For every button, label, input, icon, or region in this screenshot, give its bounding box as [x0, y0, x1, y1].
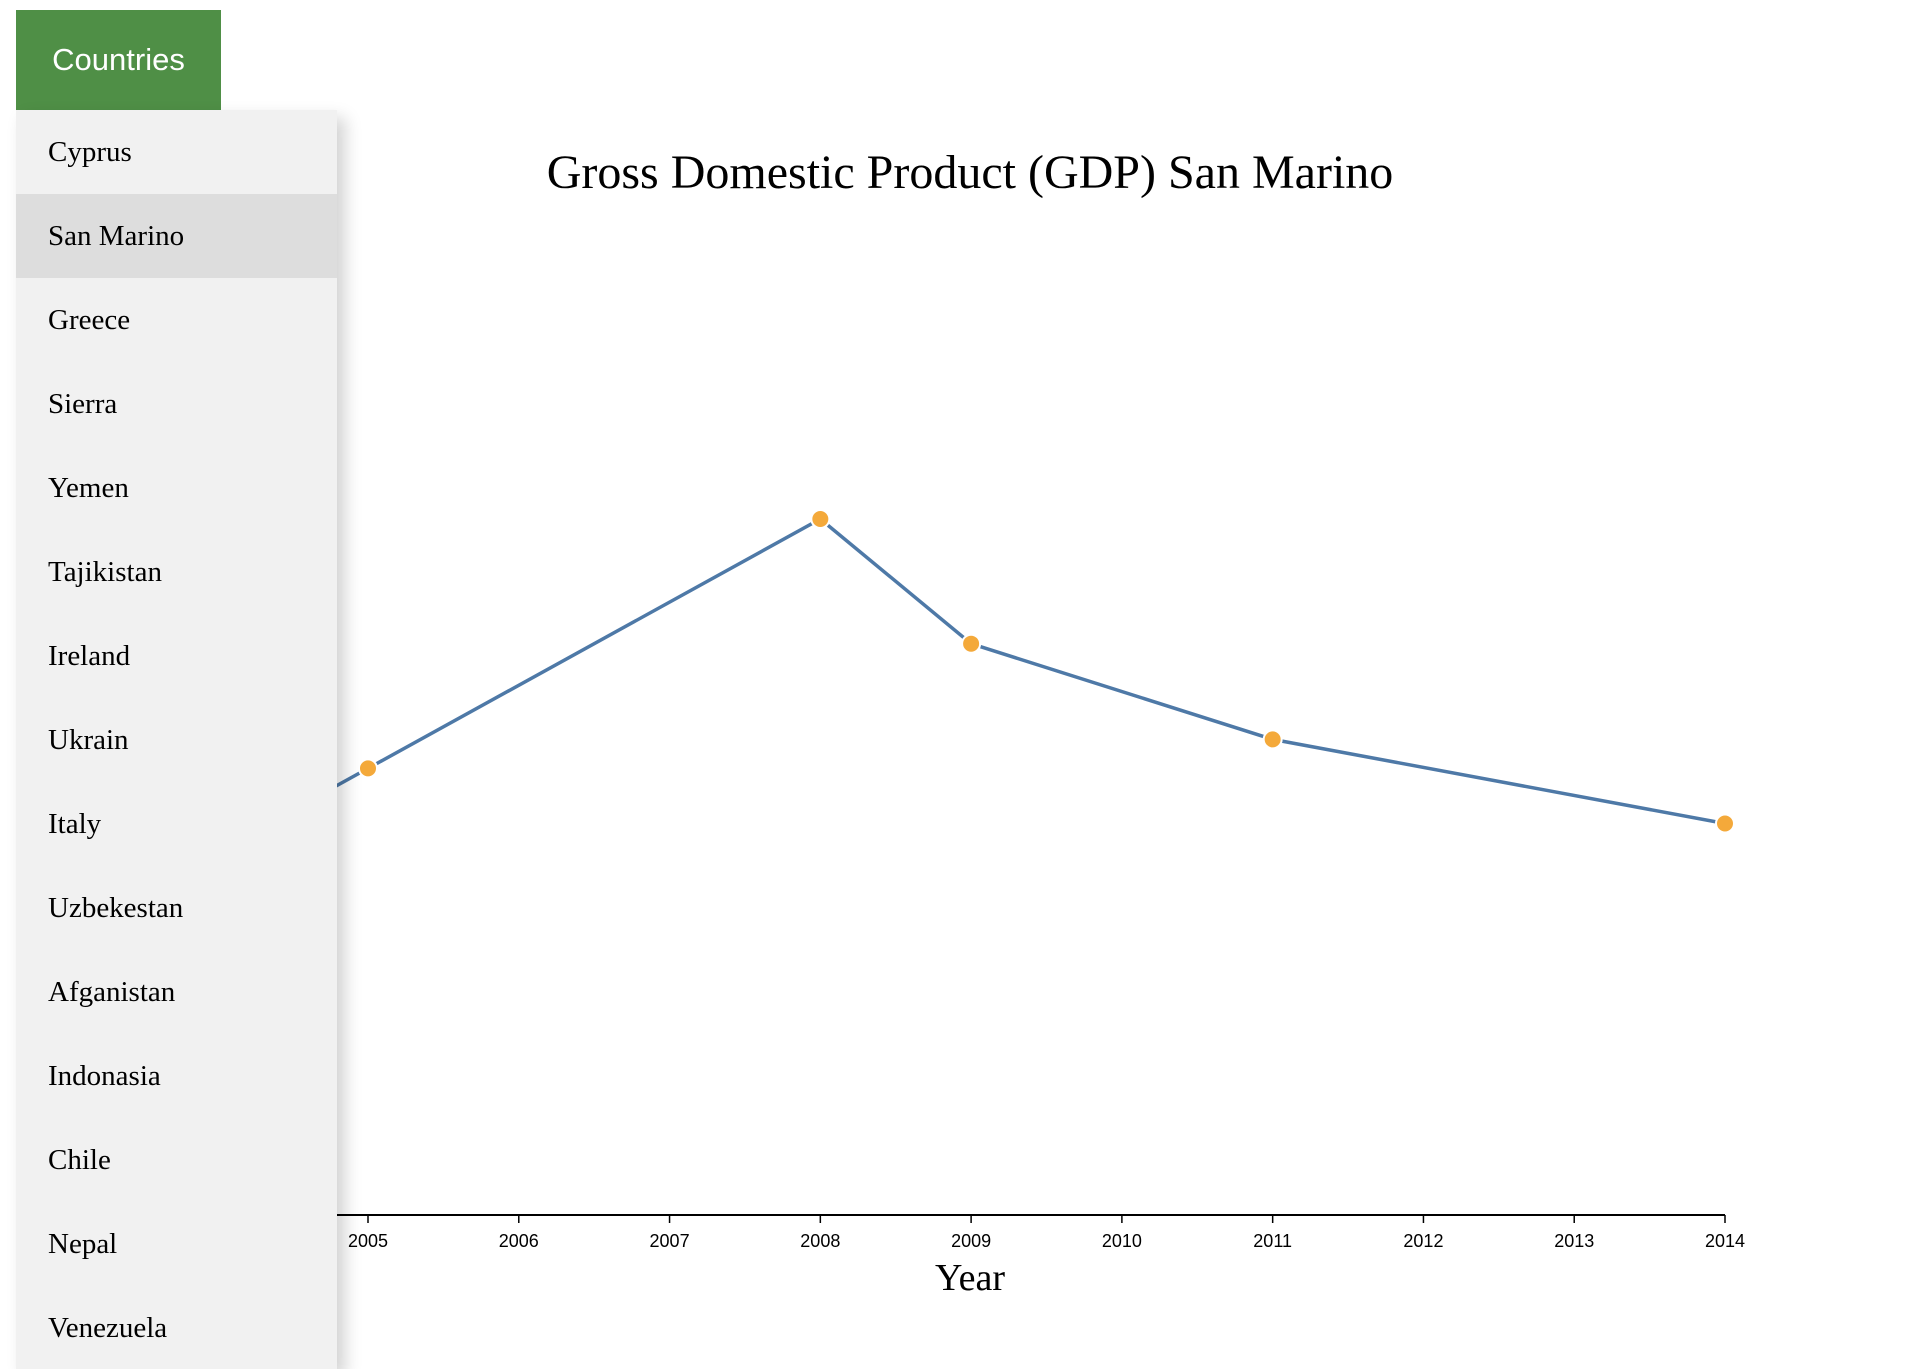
data-point[interactable]	[1715, 813, 1735, 834]
country-option-venezuela[interactable]: Venezuela	[48, 1312, 168, 1344]
country-option-indonasia[interactable]: Indonasia	[48, 1060, 161, 1092]
x-tick-label: 2009	[951, 1231, 991, 1251]
x-tick-label: 2006	[499, 1231, 539, 1251]
chart-title: Gross Domestic Product (GDP) San Marino	[547, 146, 1394, 199]
data-point[interactable]	[961, 633, 982, 654]
country-option-afganistan[interactable]: Afganistan	[48, 976, 176, 1008]
country-option-ireland[interactable]: Ireland	[48, 640, 131, 672]
country-option-uzbekestan[interactable]: Uzbekestan	[48, 892, 184, 924]
country-option-yemen[interactable]: Yemen	[48, 472, 129, 504]
x-axis-title: Year	[935, 1257, 1005, 1299]
country-option-italy[interactable]: Italy	[48, 808, 102, 840]
country-option-sierra[interactable]: Sierra	[48, 388, 118, 420]
x-tick-label: 2007	[650, 1231, 690, 1251]
data-point[interactable]	[1262, 729, 1283, 750]
country-option-tajikistan[interactable]: Tajikistan	[48, 556, 162, 588]
x-tick-label: 2011	[1253, 1231, 1292, 1251]
country-option-greece[interactable]: Greece	[48, 304, 131, 336]
x-tick-label: 2005	[348, 1231, 388, 1251]
country-option-chile[interactable]: Chile	[48, 1144, 111, 1176]
country-option-ukrain[interactable]: Ukrain	[48, 724, 129, 756]
x-tick-label: 2013	[1554, 1231, 1594, 1251]
data-point[interactable]	[810, 509, 831, 529]
countries-dropdown-button[interactable]: Countries	[16, 10, 221, 110]
x-tick-label: 2010	[1102, 1231, 1142, 1251]
country-option-cyprus[interactable]: Cyprus	[48, 136, 132, 168]
series-points	[358, 509, 1735, 834]
x-tick-label: 2008	[800, 1231, 840, 1251]
data-point[interactable]	[358, 758, 378, 779]
x-tick-label: 2012	[1403, 1231, 1443, 1251]
country-option-nepal[interactable]: Nepal	[48, 1228, 118, 1260]
country-option-san-marino[interactable]: San Marino	[16, 194, 337, 278]
countries-dropdown-menu: Cyprus San Marino Greece Sierra Yemen Tajikis…	[16, 110, 337, 1369]
x-axis: 2005 2006 2007 2008 2009 2010 2011 2012 2013 2014	[320, 1214, 1745, 1251]
series-line	[319, 516, 1726, 826]
x-tick-label: 2014	[1705, 1231, 1745, 1251]
